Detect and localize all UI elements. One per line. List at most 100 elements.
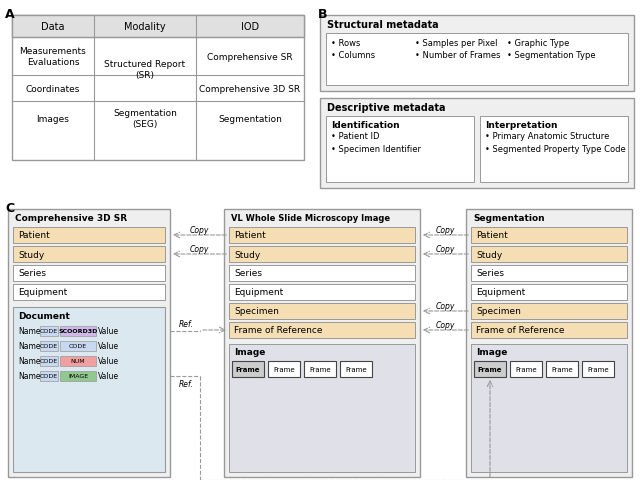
Text: Frame of Reference: Frame of Reference xyxy=(476,326,564,335)
Text: Name: Name xyxy=(18,357,40,366)
Text: • Primary Anatomic Structure: • Primary Anatomic Structure xyxy=(485,132,609,141)
Bar xyxy=(40,371,58,381)
Text: Images: Images xyxy=(36,114,69,123)
Text: Frame: Frame xyxy=(477,366,502,372)
Text: • Number of Frames: • Number of Frames xyxy=(415,51,500,60)
Text: Image: Image xyxy=(476,348,508,357)
Text: Copy: Copy xyxy=(436,226,455,235)
Text: Series: Series xyxy=(476,269,504,278)
Text: Equipment: Equipment xyxy=(234,288,284,297)
Bar xyxy=(471,303,627,319)
Text: Name: Name xyxy=(18,342,40,351)
Text: • Segmented Property Type Code: • Segmented Property Type Code xyxy=(485,145,626,154)
Text: IMAGE: IMAGE xyxy=(68,374,88,379)
Text: Segmentation
(SEG): Segmentation (SEG) xyxy=(113,109,177,129)
Bar xyxy=(546,361,578,377)
Text: Specimen: Specimen xyxy=(476,307,521,316)
Text: • Samples per Pixel: • Samples per Pixel xyxy=(415,39,497,48)
Bar xyxy=(229,247,415,263)
Bar xyxy=(471,265,627,281)
Text: CODE: CODE xyxy=(40,374,58,379)
Text: Measurements
Evaluations: Measurements Evaluations xyxy=(20,47,86,67)
Bar xyxy=(60,326,96,336)
Bar xyxy=(340,361,372,377)
Text: Series: Series xyxy=(18,269,46,278)
Bar xyxy=(13,247,165,263)
Text: • Patient ID: • Patient ID xyxy=(331,132,380,141)
Text: Modality: Modality xyxy=(124,22,166,32)
Text: Value: Value xyxy=(98,357,119,366)
Text: Frame: Frame xyxy=(273,366,295,372)
Text: Frame: Frame xyxy=(587,366,609,372)
Bar xyxy=(474,361,506,377)
Bar xyxy=(229,344,415,472)
Text: Specimen: Specimen xyxy=(234,307,279,316)
Bar xyxy=(8,210,170,477)
Text: NUM: NUM xyxy=(70,359,85,364)
Text: CODE: CODE xyxy=(69,344,87,349)
Text: Value: Value xyxy=(98,327,119,336)
Bar xyxy=(224,210,420,477)
Bar xyxy=(510,361,542,377)
Bar xyxy=(229,285,415,300)
Text: Copy: Copy xyxy=(436,245,455,254)
Text: Value: Value xyxy=(98,342,119,351)
Bar xyxy=(304,361,336,377)
Text: Name: Name xyxy=(18,327,40,336)
Text: Study: Study xyxy=(18,250,44,259)
Text: Ref.: Ref. xyxy=(179,380,193,389)
Text: Study: Study xyxy=(476,250,502,259)
Text: Patient: Patient xyxy=(234,231,266,240)
Bar xyxy=(229,303,415,319)
Bar xyxy=(229,265,415,281)
Text: B: B xyxy=(318,8,328,21)
Text: Comprehensive 3D SR: Comprehensive 3D SR xyxy=(15,214,127,223)
Text: Equipment: Equipment xyxy=(476,288,525,297)
Text: Comprehensive SR: Comprehensive SR xyxy=(207,52,293,61)
Bar xyxy=(40,341,58,351)
Text: Patient: Patient xyxy=(18,231,50,240)
Text: • Graphic Type: • Graphic Type xyxy=(507,39,570,48)
Text: CODE: CODE xyxy=(40,359,58,364)
Text: IOD: IOD xyxy=(241,22,259,32)
Text: Structural metadata: Structural metadata xyxy=(327,20,438,30)
Text: Copy: Copy xyxy=(436,302,455,311)
Text: Descriptive metadata: Descriptive metadata xyxy=(327,103,445,113)
Text: Frame of Reference: Frame of Reference xyxy=(234,326,323,335)
Bar xyxy=(480,117,628,182)
Text: • Columns: • Columns xyxy=(331,51,375,60)
Text: Value: Value xyxy=(98,372,119,381)
Text: VL Whole Slide Microscopy Image: VL Whole Slide Microscopy Image xyxy=(231,214,390,223)
Text: SCOORD3D: SCOORD3D xyxy=(58,329,98,334)
Bar xyxy=(60,356,96,366)
Bar xyxy=(471,344,627,472)
Text: • Rows: • Rows xyxy=(331,39,360,48)
Text: Coordinates: Coordinates xyxy=(26,84,80,93)
Text: Copy: Copy xyxy=(436,321,455,330)
Bar xyxy=(229,228,415,243)
Bar xyxy=(471,323,627,338)
Bar xyxy=(326,34,628,86)
Bar xyxy=(320,16,634,92)
Bar xyxy=(466,210,632,477)
Text: Ref.: Ref. xyxy=(179,320,193,329)
Text: Segmentation: Segmentation xyxy=(473,214,545,223)
Text: CODE: CODE xyxy=(40,329,58,334)
Text: Frame: Frame xyxy=(345,366,367,372)
Text: Comprehensive 3D SR: Comprehensive 3D SR xyxy=(200,84,301,93)
Bar xyxy=(268,361,300,377)
Bar xyxy=(40,326,58,336)
Text: Copy: Copy xyxy=(190,226,209,235)
Text: Study: Study xyxy=(234,250,260,259)
Text: • Specimen Identifier: • Specimen Identifier xyxy=(331,145,421,154)
Text: Image: Image xyxy=(234,348,266,357)
Text: Frame: Frame xyxy=(551,366,573,372)
Text: • Segmentation Type: • Segmentation Type xyxy=(507,51,596,60)
Bar xyxy=(582,361,614,377)
Text: Identification: Identification xyxy=(331,120,399,129)
Bar xyxy=(13,228,165,243)
Bar xyxy=(326,117,474,182)
Bar xyxy=(320,99,634,189)
Text: Data: Data xyxy=(41,22,65,32)
Bar xyxy=(471,285,627,300)
